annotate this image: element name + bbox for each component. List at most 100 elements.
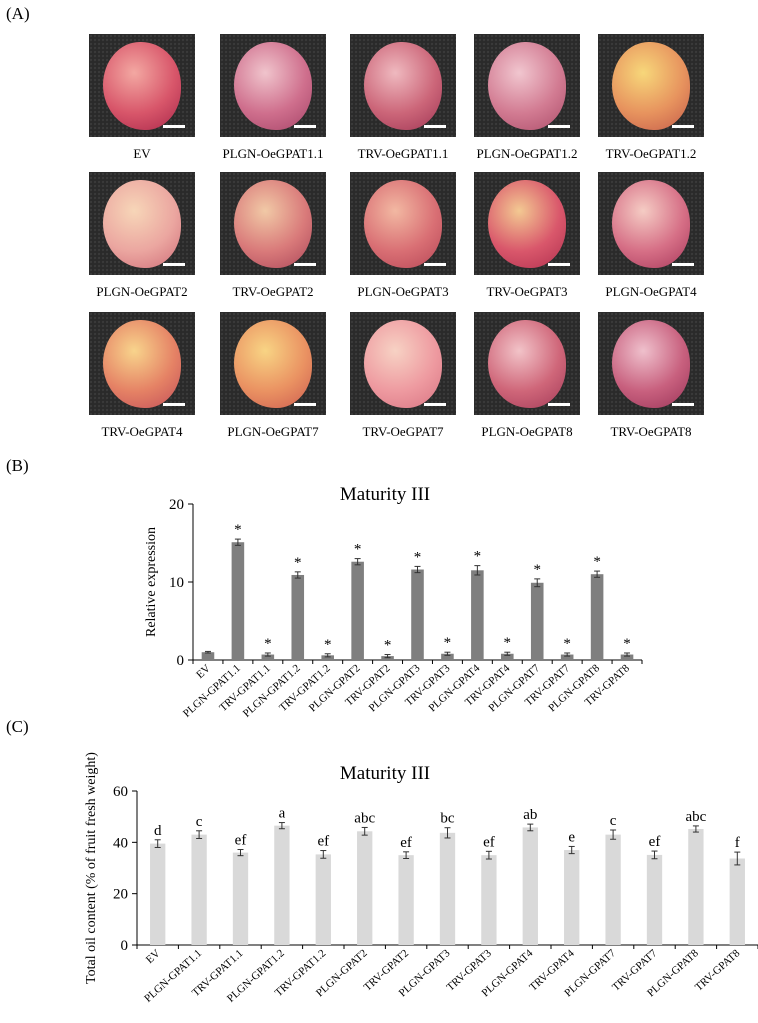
fruit-label: TRV-OeGPAT3 [486,284,568,299]
scale-bar [424,403,446,406]
scale-bar [672,403,694,406]
fruit-cell: PLGN-OeGPAT1.1 [220,34,326,161]
y-axis-label: Total oil content (% of fruit fresh weig… [84,752,99,984]
panel-label-c: (C) [6,717,29,736]
bar [274,825,290,945]
significance-label: bc [440,811,455,827]
fruit-cell: PLGN-OeGPAT3 [350,172,456,299]
bar [411,569,424,660]
fruit-label: TRV-OeGPAT1.2 [605,146,697,161]
fruit-cell: PLGN-OeGPAT7 [220,312,326,439]
olive-fruit [488,41,566,130]
fruit-cell: PLGN-OeGPAT2 [89,172,195,299]
fruit-photo [220,312,326,415]
olive-fruit [488,179,566,268]
scale-bar [548,263,570,266]
scale-bar [548,125,570,128]
scale-bar [294,403,316,406]
significance-label: ef [317,834,329,850]
fruit-cell: PLGN-OeGPAT4 [598,172,704,299]
scale-bar [294,263,316,266]
olive-fruit [488,319,566,408]
bar [564,850,580,945]
fruit-label: PLGN-OeGPAT7 [227,424,319,439]
fruit-cell: TRV-OeGPAT1.2 [598,34,704,161]
fruit-cell: TRV-OeGPAT4 [89,312,195,439]
fruit-photo [350,312,456,415]
significance-label: * [623,636,631,652]
scale-bar [294,125,316,128]
fruit-cell: EV [89,34,195,161]
y-axis-label: Relative expression [144,527,159,637]
bar [398,855,414,945]
significance-label: d [154,823,162,839]
significance-label: c [196,814,203,830]
bar [232,852,249,945]
olive-fruit [234,179,312,268]
fruit-cell: PLGN-OeGPAT8 [474,312,580,439]
bar [191,834,207,945]
fruit-photo-grid: EV PLGN-OeGPAT1.1 TRV-OeGPAT1.1 PLGN-OeGPAT… [0,0,758,460]
y-tick-label: 10 [169,575,184,591]
bar [231,542,245,660]
chart-total-oil-content: Maturity III Total oil content (% of frui… [84,752,758,1005]
significance-label: * [593,554,601,570]
panel-label-b: (B) [6,456,29,475]
significance-label: a [279,806,286,822]
olive-fruit [103,179,181,268]
bar [729,858,745,945]
fruit-cell: PLGN-OeGPAT1.2 [474,34,580,161]
bar [620,654,634,660]
significance-label: * [504,635,512,651]
olive-fruit [103,319,181,408]
y-tick-label: 40 [113,835,128,851]
olive-fruit [234,41,312,130]
chart-title: Maturity III [340,484,430,505]
fruit-photo [474,34,580,137]
scale-bar [424,263,446,266]
fruit-photo [598,172,704,275]
bar [646,854,663,945]
x-tick-label: EV [194,662,213,681]
bar [441,653,454,660]
significance-label: * [414,549,422,565]
significance-label: abc [685,809,706,825]
fruit-label: TRV-OeGPAT2 [232,284,314,299]
scale-bar [424,125,446,128]
fruit-label: TRV-OeGPAT7 [362,424,444,439]
significance-label: ab [523,807,537,823]
olive-fruit [612,319,690,408]
bar [605,834,621,945]
scale-bar [548,403,570,406]
x-tick-label: EV [144,947,163,966]
fruit-photo [89,34,195,137]
significance-label: abc [354,810,375,826]
significance-label: * [474,549,482,565]
bar [357,831,373,945]
significance-label: * [444,635,452,651]
fruit-label: TRV-OeGPAT1.1 [357,146,449,161]
bar [522,827,538,945]
olive-fruit [612,41,690,130]
fruit-cell: TRV-OeGPAT8 [598,312,704,439]
fruit-photo [220,34,326,137]
bar [688,828,704,945]
bar [321,655,334,660]
bar [439,832,456,945]
significance-label: * [264,636,272,652]
significance-label: * [294,555,302,571]
olive-fruit [364,179,442,268]
fruit-label: PLGN-OeGPAT3 [357,284,449,299]
fruit-label: TRV-OeGPAT4 [101,424,183,439]
scale-bar [163,403,185,406]
bar [291,574,305,660]
significance-label: * [533,562,541,578]
olive-fruit [234,319,312,408]
significance-label: ef [483,834,495,850]
significance-label: f [735,835,740,851]
fruit-label: PLGN-OeGPAT1.1 [222,146,324,161]
y-tick-label: 0 [177,653,185,669]
significance-label: * [234,522,242,538]
fruit-photo [220,172,326,275]
significance-label: c [610,813,617,829]
